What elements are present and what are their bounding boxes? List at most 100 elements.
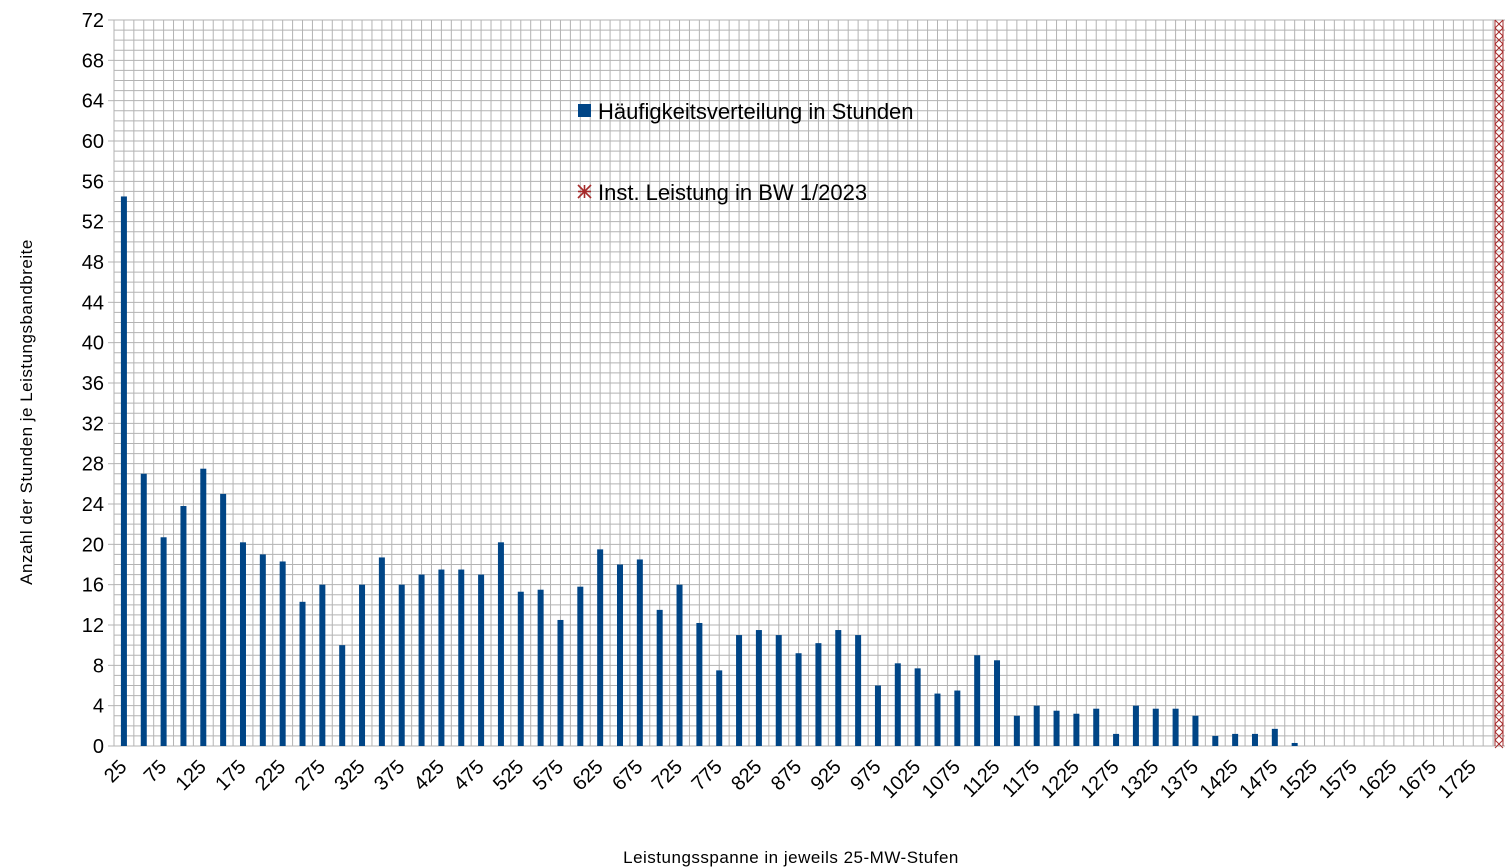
- x-tick-label: 425: [410, 756, 449, 795]
- capacity-marker-hatch: [1494, 635, 1504, 645]
- capacity-marker-hatch: [1494, 219, 1504, 229]
- x-tick-label: 1125: [959, 756, 1005, 802]
- x-tick-label: 375: [370, 756, 409, 795]
- y-axis-title: Anzahl der Stunden je Leistungsbandbreit…: [17, 239, 36, 585]
- capacity-marker-hatch: [1494, 531, 1504, 541]
- x-tick-label: 475: [449, 756, 488, 795]
- bar: [716, 670, 723, 746]
- bar: [1152, 708, 1159, 746]
- capacity-marker-hatch: [1494, 587, 1504, 597]
- capacity-marker-hatch: [1494, 43, 1504, 53]
- bar: [914, 668, 921, 746]
- capacity-marker-hatch: [1494, 459, 1504, 469]
- bar: [1053, 710, 1060, 746]
- bar: [398, 584, 405, 746]
- bar: [815, 643, 822, 746]
- x-tick-label: 1525: [1275, 756, 1322, 803]
- capacity-marker-hatch: [1494, 123, 1504, 133]
- y-tick-label: 44: [82, 292, 104, 314]
- x-tick-label: 1175: [998, 756, 1044, 802]
- capacity-marker-hatch: [1494, 35, 1504, 45]
- x-tick-label: 1025: [878, 756, 925, 803]
- capacity-marker-hatch: [1494, 195, 1504, 205]
- capacity-marker-hatch: [1494, 331, 1504, 341]
- capacity-marker-hatch: [1494, 27, 1504, 37]
- capacity-marker-hatch: [1494, 387, 1504, 397]
- y-tick-label: 60: [82, 131, 104, 153]
- capacity-marker-hatch: [1494, 555, 1504, 565]
- x-tick-label: 775: [688, 756, 727, 795]
- capacity-marker-hatch: [1494, 67, 1504, 77]
- capacity-marker-hatch: [1494, 371, 1504, 381]
- x-tick-label: 925: [807, 756, 846, 795]
- x-tick-label: 675: [608, 756, 647, 795]
- bar: [1232, 733, 1239, 746]
- capacity-marker-hatch: [1494, 163, 1504, 173]
- capacity-marker-hatch: [1494, 363, 1504, 373]
- bar: [517, 591, 524, 746]
- capacity-marker-hatch: [1494, 483, 1504, 493]
- y-tick-label: 0: [93, 736, 104, 758]
- bar: [359, 584, 366, 746]
- x-tick-label: 1675: [1394, 756, 1441, 803]
- y-tick-label: 68: [82, 50, 104, 72]
- capacity-marker-hatch: [1494, 675, 1504, 685]
- bar: [736, 635, 743, 746]
- bar: [239, 542, 246, 746]
- capacity-marker-hatch: [1494, 723, 1504, 733]
- capacity-marker-hatch: [1494, 235, 1504, 245]
- y-tick-label: 52: [82, 212, 104, 234]
- bar: [894, 663, 901, 746]
- bar: [279, 561, 286, 746]
- capacity-marker-hatch: [1494, 539, 1504, 549]
- bar: [259, 554, 266, 746]
- y-tick-label: 12: [82, 615, 104, 637]
- capacity-marker-hatch: [1494, 707, 1504, 717]
- capacity-marker-hatch: [1494, 227, 1504, 237]
- bar: [696, 622, 703, 746]
- capacity-marker-hatch: [1494, 507, 1504, 517]
- x-tick-label: 625: [569, 756, 608, 795]
- capacity-marker-hatch: [1494, 595, 1504, 605]
- capacity-marker-hatch: [1494, 659, 1504, 669]
- bar: [974, 655, 981, 746]
- capacity-marker-hatch: [1494, 275, 1504, 285]
- y-tick-label: 40: [82, 333, 104, 355]
- bar: [1271, 728, 1278, 746]
- bar: [140, 473, 147, 746]
- capacity-marker-hatch: [1494, 91, 1504, 101]
- x-tick-label: 325: [330, 756, 369, 795]
- capacity-marker-hatch: [1494, 347, 1504, 357]
- capacity-marker-hatch: [1494, 499, 1504, 509]
- x-tick-label: 75: [140, 756, 171, 787]
- legend: Häufigkeitsverteilung in Stunden Inst. L…: [577, 99, 914, 205]
- capacity-marker-hatch: [1494, 259, 1504, 269]
- capacity-marker-hatch: [1494, 699, 1504, 709]
- y-tick-label: 48: [82, 252, 104, 274]
- capacity-marker-hatch: [1494, 315, 1504, 325]
- capacity-marker-hatch: [1494, 651, 1504, 661]
- bar: [438, 569, 445, 746]
- y-tick-label: 32: [82, 413, 104, 435]
- capacity-marker-hatch: [1494, 243, 1504, 253]
- bar: [636, 559, 643, 746]
- bar: [855, 635, 862, 746]
- bar: [319, 584, 326, 746]
- bar: [1251, 733, 1258, 746]
- bar: [160, 537, 167, 746]
- capacity-marker-hatch: [1494, 155, 1504, 165]
- capacity-marker-hatch: [1494, 603, 1504, 613]
- x-tick-label: 1425: [1196, 756, 1243, 803]
- x-tick-label: 1325: [1116, 756, 1163, 803]
- capacity-marker-hatch: [1494, 107, 1504, 117]
- legend-label-capacity: Inst. Leistung in BW 1/2023: [598, 180, 867, 205]
- capacity-marker-hatch: [1494, 451, 1504, 461]
- bar: [1113, 733, 1120, 746]
- y-tick-label: 24: [82, 494, 104, 516]
- x-tick-label: 175: [211, 756, 250, 795]
- x-tick-label: 225: [251, 756, 290, 795]
- x-tick-label: 1625: [1354, 756, 1401, 803]
- capacity-marker-hatch: [1494, 419, 1504, 429]
